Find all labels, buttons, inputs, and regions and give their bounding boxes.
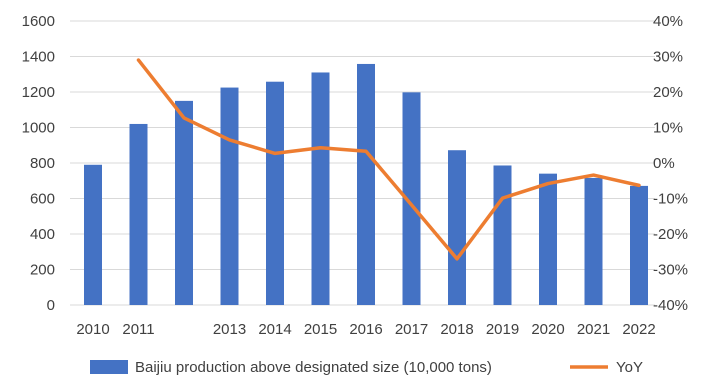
bar: [630, 185, 648, 305]
line-series: [136, 58, 641, 261]
bar: [448, 150, 466, 305]
x-axis-tick-label: 2015: [304, 321, 337, 338]
bar: [220, 87, 239, 305]
left-axis-tick-label: 600: [30, 191, 55, 208]
legend-bar-label: Baijiu production above designated size …: [135, 359, 492, 376]
left-axis-tick-label: 1200: [22, 84, 55, 101]
x-axis-tick-label: 2022: [622, 321, 655, 338]
x-axis-tick-label: 2014: [258, 321, 291, 338]
right-axis-tick-label: 10%: [653, 120, 683, 137]
bar: [311, 72, 330, 305]
right-axis-tick-label: 40%: [653, 13, 683, 30]
right-axis-tick-labels: -40% -30% -20% -10% 0% 10% 20% 30% 40%: [653, 13, 688, 314]
x-axis-tick-label: 2016: [349, 321, 382, 338]
x-axis-tick-label: 2011: [122, 321, 154, 338]
right-axis-tick-label: 30%: [653, 49, 683, 66]
x-axis-tick-label: 2017: [395, 321, 428, 338]
right-axis-tick-label: 0%: [653, 155, 675, 172]
x-axis-tick-labels: 2010 2011 2013 2014 2015 2016 2017 2018 2019 2020…: [76, 321, 655, 338]
right-axis-tick-label: 20%: [653, 84, 683, 101]
left-axis-tick-label: 1600: [22, 13, 55, 30]
bar: [266, 81, 284, 305]
legend-bar-swatch: [90, 360, 128, 374]
legend-line-label: YoY: [616, 359, 643, 376]
bar: [129, 123, 148, 305]
bar: [584, 177, 603, 305]
right-axis-tick-label: -40%: [653, 297, 688, 314]
bar: [539, 173, 557, 305]
bar: [402, 92, 421, 305]
bar: [175, 100, 193, 305]
bar: [493, 165, 512, 305]
x-axis-tick-label: 2020: [531, 321, 564, 338]
bar-series: [84, 63, 648, 305]
left-axis-tick-label: 400: [30, 226, 55, 243]
right-axis-tick-label: -20%: [653, 226, 688, 243]
left-axis-tick-label: 200: [30, 262, 55, 279]
x-axis-tick-label: 2010: [76, 321, 109, 338]
right-axis-tick-label: -10%: [653, 191, 688, 208]
yoy-line: [136, 58, 641, 261]
left-axis-tick-label: 1400: [22, 49, 55, 66]
x-axis-tick-label: 2019: [486, 321, 519, 338]
left-axis-tick-label: 1000: [22, 120, 55, 137]
x-axis-tick-label: 2021: [577, 321, 610, 338]
bar: [84, 164, 102, 305]
bar: [357, 63, 375, 305]
right-axis-tick-label: -30%: [653, 262, 688, 279]
left-axis-tick-label: 0: [47, 297, 55, 314]
left-axis-tick-label: 800: [30, 155, 55, 172]
legend: Baijiu production above designated size …: [90, 359, 643, 376]
x-axis-tick-label: 2013: [213, 321, 246, 338]
left-axis-tick-labels: 0 200 400 600 800 1000 1200 1400 1600: [22, 13, 55, 314]
x-axis-tick-label: 2018: [440, 321, 473, 338]
